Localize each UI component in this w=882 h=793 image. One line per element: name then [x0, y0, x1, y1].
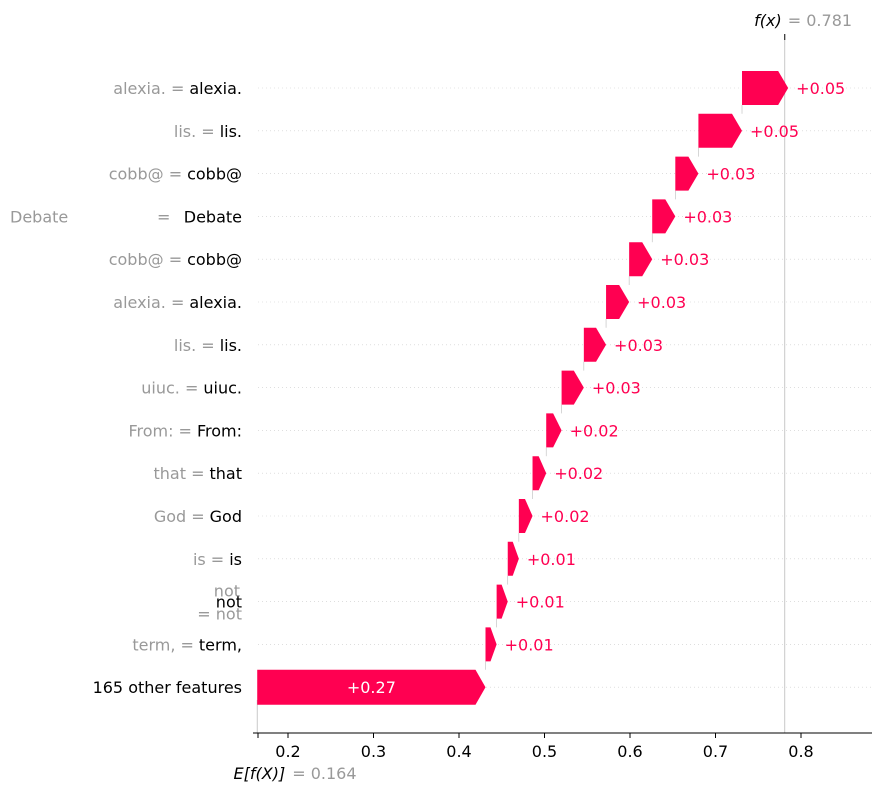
feature-name: alexia. = [113, 79, 184, 98]
feature-value: cobb@ [187, 165, 242, 184]
contribution-label: +0.03 [637, 293, 686, 312]
contribution-bar [698, 113, 743, 148]
contribution-bar [629, 242, 653, 277]
feature-name: uiuc. = [141, 379, 198, 398]
feature-name: that = [154, 464, 205, 483]
x-axis: 0.2 0.3 0.4 0.5 0.6 0.7 0.8 [253, 732, 872, 761]
feature-name: lis. = [174, 122, 215, 141]
fx-label: f(x) [754, 11, 782, 30]
feature-value: term, [199, 635, 242, 654]
feature-value: alexia. [189, 79, 242, 98]
feature-name: not [214, 582, 240, 601]
feature-name: Debate [10, 207, 68, 226]
feature-value: lis. [220, 122, 242, 141]
contribution-bar [257, 669, 486, 705]
feature-value: that [210, 464, 243, 483]
contribution-bar [652, 199, 676, 234]
contribution-label: +0.02 [554, 464, 603, 483]
feature-value: cobb@ [187, 250, 242, 269]
feature-name: God = [154, 507, 205, 526]
feature-value: lis. [220, 336, 242, 355]
feature-value: Debate [184, 207, 242, 226]
contribution-label: +0.02 [570, 421, 619, 440]
feature-name: 165 other features [93, 678, 242, 697]
feature-name: is = [193, 550, 224, 569]
contribution-bar [532, 456, 547, 491]
contribution-label: +0.03 [683, 207, 732, 226]
feature-labels: +0.05 alexia. alexia. = +0.05 lis. lis. = +0.0… [10, 79, 845, 697]
feature-name: alexia. = [113, 293, 184, 312]
contribution-bar [507, 541, 519, 576]
contribution-bar [742, 71, 789, 105]
contribution-bar [496, 584, 508, 619]
contribution-label: +0.03 [660, 250, 709, 269]
ex-label: E[f(X)] [234, 764, 286, 783]
contribution-label: +0.05 [750, 122, 799, 141]
feature-value: From: [197, 421, 242, 440]
feature-value: not [216, 593, 242, 612]
contribution-label: +0.01 [505, 635, 554, 654]
contribution-label: +0.02 [541, 507, 590, 526]
fx-annotation: f(x) = 0.781 [754, 11, 852, 40]
x-tick-label: 0.3 [361, 742, 386, 761]
feature-name: term, = [132, 635, 194, 654]
feature-name: lis. = [174, 336, 215, 355]
feature-equals: = not [197, 605, 242, 624]
contribution-label: +0.05 [796, 79, 845, 98]
ex-annotation: E[f(X)] = 0.164 [234, 764, 357, 783]
fx-value: = 0.781 [788, 11, 852, 30]
x-tick-label: 0.6 [617, 742, 642, 761]
contribution-bar [518, 499, 533, 533]
feature-value: is [229, 550, 242, 569]
equals-sign: = [157, 207, 170, 226]
x-tick-label: 0.8 [788, 742, 813, 761]
contribution-bar [583, 327, 607, 362]
feature-name: cobb@ = [109, 165, 182, 184]
contribution-bar [675, 156, 699, 191]
x-tick-label: 0.7 [703, 742, 728, 761]
contribution-bars [257, 71, 789, 705]
contribution-label: +0.01 [516, 593, 565, 612]
feature-name: cobb@ = [109, 250, 182, 269]
ex-value: = 0.164 [292, 764, 356, 783]
feature-value: God [210, 507, 242, 526]
x-tick-label: 0.2 [275, 742, 300, 761]
contribution-bar [561, 370, 584, 405]
feature-name: From: = [128, 421, 192, 440]
contribution-bar [485, 627, 497, 662]
contribution-label: +0.01 [527, 550, 576, 569]
x-tick-label: 0.5 [532, 742, 557, 761]
reference-lines [256, 40, 786, 733]
contribution-label: +0.03 [592, 379, 641, 398]
contribution-bar [606, 285, 630, 319]
x-tick-label: 0.4 [446, 742, 471, 761]
contribution-label: +0.03 [614, 336, 663, 355]
contribution-label: +0.03 [706, 165, 755, 184]
feature-value: uiuc. [203, 379, 242, 398]
feature-value: alexia. [189, 293, 242, 312]
contribution-bar [546, 413, 562, 448]
contribution-label: +0.27 [347, 678, 396, 697]
